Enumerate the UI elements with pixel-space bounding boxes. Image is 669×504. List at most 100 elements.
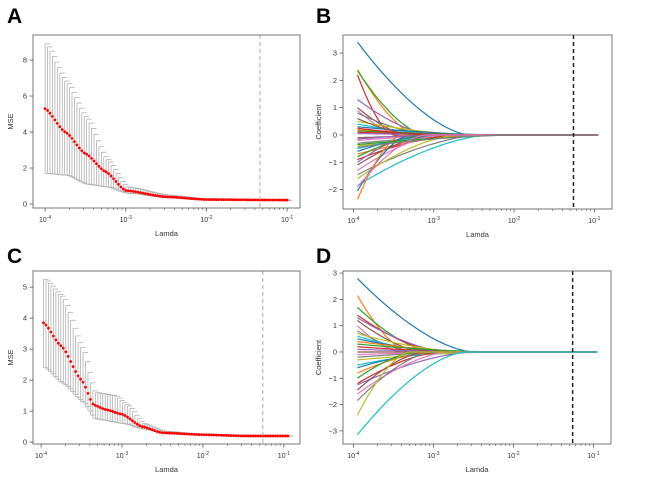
x-tick-label: 10-3 — [427, 451, 439, 460]
mse-point — [134, 190, 137, 194]
mse-point — [256, 434, 260, 438]
mse-point — [49, 330, 53, 334]
mse-point — [251, 434, 255, 438]
mse-point — [254, 434, 258, 438]
panel-label-c: C — [7, 245, 23, 268]
mse-point — [285, 198, 289, 202]
mse-point — [133, 421, 137, 424]
mse-point — [75, 143, 79, 147]
mse-point — [135, 422, 139, 426]
mse-point — [212, 433, 216, 437]
y-tick-label: −2 — [328, 400, 337, 409]
mse-point — [85, 152, 89, 156]
panel-label-b: B — [316, 5, 332, 28]
mse-point — [180, 196, 184, 200]
mse-point — [47, 326, 50, 330]
mse-point — [283, 434, 287, 438]
y-tick-label: 0 — [333, 347, 337, 356]
mse-point — [148, 427, 152, 431]
mse-point — [231, 198, 235, 202]
panel-b: 10-4 10-3 10-2 10-1 −2 −1 0 1 2 3 Lamda Coefficient — [314, 34, 613, 239]
mse-point — [91, 402, 95, 406]
mse-point — [165, 195, 169, 199]
y-tick-label: −1 — [328, 374, 337, 383]
mse-point — [58, 125, 62, 129]
mse-point — [234, 434, 238, 438]
x-tick-label: 10-1 — [281, 215, 293, 224]
mse-point — [43, 107, 47, 111]
mse-point — [192, 432, 196, 436]
mse-point — [55, 122, 59, 125]
mse-point — [190, 197, 194, 201]
mse-point — [51, 334, 55, 338]
x-tick-label: 10-4 — [35, 451, 47, 460]
x-tick-label: 10-2 — [200, 215, 212, 224]
mse-point — [117, 182, 120, 186]
mse-point — [126, 415, 129, 419]
mse-point — [156, 194, 159, 198]
mse-point — [65, 131, 69, 135]
x-tick-label: 10-1 — [588, 216, 600, 225]
y-axis-label: MSE — [6, 349, 15, 365]
mse-point — [138, 424, 142, 428]
x-tick-exponent: -4 — [355, 216, 360, 222]
mse-point — [51, 115, 54, 118]
mse-point — [141, 191, 145, 195]
mse-point — [273, 198, 277, 202]
mse-point — [222, 198, 225, 202]
y-tick-label: 1 — [23, 407, 27, 416]
mse-point — [165, 431, 169, 435]
x-tick-exponent: -2 — [205, 451, 210, 457]
panel-d: 10-4 10-3 10-2 10-1 −3 −2 −1 0 1 2 3 Lamda Coefficie… — [314, 269, 612, 474]
mse-point — [155, 430, 159, 433]
mse-point — [234, 198, 238, 202]
coefficient-path — [357, 41, 599, 136]
mse-point — [95, 162, 98, 166]
mse-point — [286, 434, 290, 438]
mse-point — [70, 137, 74, 140]
mse-point — [212, 198, 216, 201]
mse-point — [96, 404, 100, 408]
mse-point — [224, 198, 228, 202]
mse-point — [187, 197, 191, 200]
mse-point — [54, 338, 58, 342]
y-tick-label: −1 — [328, 158, 337, 167]
mse-point — [90, 156, 93, 160]
x-tick-exponent: -2 — [516, 216, 521, 222]
mse-point — [119, 185, 123, 189]
mse-point — [182, 432, 186, 436]
x-tick-exponent: -1 — [595, 451, 600, 457]
y-tick-label: 3 — [333, 269, 337, 278]
mse-point — [274, 434, 277, 438]
mse-point — [116, 411, 119, 415]
mse-point — [209, 433, 213, 437]
mse-point — [283, 198, 287, 202]
y-tick-label: 3 — [23, 345, 27, 354]
mse-point — [266, 198, 269, 202]
mse-point — [205, 433, 208, 437]
x-tick-exponent: -1 — [596, 216, 601, 222]
y-tick-label: 1 — [333, 103, 337, 112]
axes-frame — [32, 34, 301, 209]
mse-point — [264, 434, 268, 438]
x-tick-exponent: -4 — [43, 451, 48, 457]
mse-point — [207, 433, 211, 437]
mse-point — [200, 433, 203, 437]
mse-point — [146, 192, 150, 196]
mse-point — [112, 177, 115, 181]
mse-point — [130, 419, 134, 423]
plot-area — [43, 43, 293, 202]
axes-frame — [342, 34, 613, 210]
x-axis-label: Lamda — [155, 465, 179, 474]
mse-point — [167, 431, 171, 435]
x-axis-label: Lamda — [466, 465, 490, 474]
mse-point — [214, 433, 218, 437]
mse-point — [202, 433, 206, 437]
y-tick-label: 8 — [23, 56, 27, 65]
mse-point — [113, 410, 117, 414]
mse-point — [276, 434, 280, 438]
mse-point — [148, 193, 152, 196]
mse-point — [111, 410, 115, 413]
mse-point — [61, 346, 65, 350]
mse-point — [107, 172, 111, 176]
